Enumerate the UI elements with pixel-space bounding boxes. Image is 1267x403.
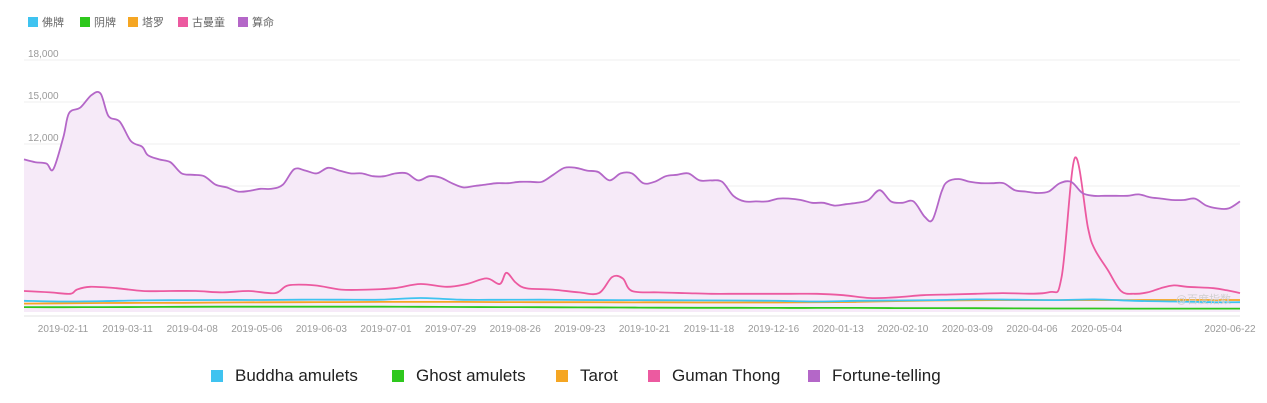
- legend-swatch: [648, 370, 660, 382]
- top-legend-label: 佛牌: [42, 15, 64, 29]
- x-tick-label: 2019-02-11: [38, 324, 89, 335]
- y-tick-label: 12,000: [28, 133, 59, 144]
- series-line-guman-thong: [23, 156, 1241, 300]
- legend-item-ghost-amulets[interactable]: Ghost amulets: [392, 366, 526, 386]
- x-tick-label: 2020-01-13: [813, 324, 865, 335]
- legend-label: Buddha amulets: [235, 366, 358, 385]
- top-legend-swatch: [178, 17, 188, 27]
- series-line-buddha-amulets: [23, 297, 1241, 304]
- series-line-ghost-amulets: [23, 305, 1240, 310]
- legend-label: Tarot: [580, 366, 618, 385]
- x-tick-label: 2019-04-08: [167, 324, 219, 335]
- x-tick-label: 2019-10-21: [619, 324, 671, 335]
- legend-swatch: [392, 370, 404, 382]
- legend-item-tarot[interactable]: Tarot: [556, 366, 618, 386]
- legend-swatch: [556, 370, 568, 382]
- y-tick-label: 15,000: [28, 91, 59, 102]
- bottom-legend: Buddha amulets Ghost amulets Tarot Guman…: [0, 358, 1267, 394]
- top-legend-swatch: [238, 17, 248, 27]
- x-tick-label: 2019-08-26: [490, 324, 542, 335]
- legend-item-guman-thong[interactable]: Guman Thong: [648, 366, 780, 386]
- x-tick-label: 2020-03-09: [942, 324, 994, 335]
- x-tick-label: 2019-07-01: [360, 324, 412, 335]
- x-tick-label: 2019-06-03: [296, 324, 348, 335]
- legend-label: Fortune-telling: [832, 366, 941, 385]
- x-tick-label: 2019-09-23: [554, 324, 606, 335]
- legend-item-buddha-amulets[interactable]: Buddha amulets: [211, 366, 358, 386]
- top-legend-label: 塔罗: [142, 16, 164, 29]
- legend-label: Ghost amulets: [416, 366, 526, 385]
- top-legend-swatch: [80, 17, 90, 27]
- top-legend-label: 算命: [252, 15, 274, 29]
- x-tick-label: 2020-04-06: [1006, 324, 1058, 335]
- top-legend-label: 古曼童: [192, 15, 225, 29]
- x-tick-label: 2020-02-10: [877, 324, 929, 335]
- x-tick-label: 2020-06-22: [1204, 324, 1256, 335]
- legend-swatch: [808, 370, 820, 382]
- top-legend-swatch: [28, 17, 38, 27]
- legend-item-fortune-telling[interactable]: Fortune-telling: [808, 366, 941, 386]
- watermark-text: @百度指数: [1176, 292, 1231, 306]
- x-tick-label: 2019-12-16: [748, 324, 800, 335]
- series-line-fortune-telling: [23, 91, 1241, 223]
- legend-swatch: [211, 370, 223, 382]
- trend-chart: 佛牌阴牌塔罗古曼童算命3,0006,0009,00012,00015,00018…: [23, 15, 1256, 335]
- fortune-telling-area: [24, 91, 1240, 313]
- top-legend-swatch: [128, 17, 138, 27]
- x-tick-label: 2019-05-06: [231, 324, 283, 335]
- y-tick-label: 18,000: [28, 49, 59, 60]
- top-legend-label: 阴牌: [94, 15, 116, 29]
- legend-label: Guman Thong: [672, 366, 781, 385]
- x-tick-label: 2019-07-29: [425, 324, 477, 335]
- x-tick-label: 2019-03-11: [102, 324, 153, 335]
- x-tick-label: 2019-11-18: [684, 324, 735, 335]
- x-tick-label: 2020-05-04: [1071, 324, 1123, 335]
